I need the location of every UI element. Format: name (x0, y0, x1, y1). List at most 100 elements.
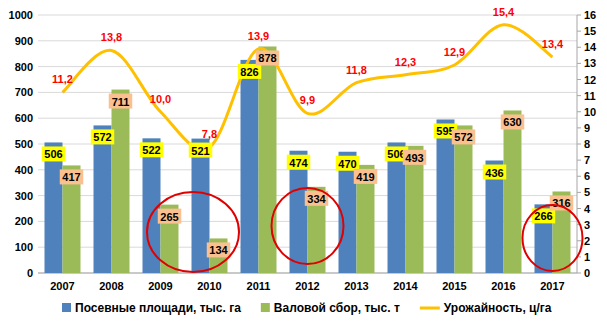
data-label-box (109, 94, 133, 109)
data-label-box (42, 146, 66, 161)
data-label: 13,8 (101, 31, 122, 43)
data-label: 12,3 (395, 56, 416, 68)
data-label: 436 (485, 167, 503, 179)
legend-label: Урожайность, ц/га (444, 301, 552, 315)
y-tick-label: 800 (15, 61, 33, 73)
data-label-box (336, 156, 360, 171)
y-tick-label: 900 (15, 35, 33, 47)
data-label: 12,9 (444, 46, 465, 58)
highlight-ellipse (523, 205, 583, 271)
data-label: 493 (405, 152, 423, 164)
data-label: 266 (534, 210, 552, 222)
data-label-box (550, 195, 574, 210)
y2-tick-label: 6 (584, 170, 590, 182)
data-label-box (189, 143, 213, 158)
y2-tick-label: 2 (584, 235, 590, 247)
highlight-ellipse (272, 188, 344, 264)
y2-tick-label: 4 (584, 203, 591, 215)
chart-svg: 0100200300400500600700800900100001234567… (0, 0, 607, 326)
bar (406, 146, 424, 273)
x-tick-label: 2011 (247, 280, 271, 292)
data-label-box (403, 150, 427, 165)
bar (553, 191, 571, 273)
y2-tick (577, 240, 581, 241)
data-label: 13,4 (542, 38, 564, 50)
bar (486, 161, 504, 273)
data-label: 9,9 (300, 94, 315, 106)
data-label: 878 (258, 52, 276, 64)
bar (63, 165, 81, 273)
data-label: 572 (93, 131, 111, 143)
chart-container: 0100200300400500600700800900100001234567… (0, 0, 607, 326)
data-label-box (483, 165, 507, 180)
y2-tick-label: 12 (584, 74, 596, 86)
y2-tick-label: 15 (584, 25, 596, 37)
y-tick-label: 300 (15, 190, 33, 202)
y-tick-label: 400 (15, 164, 33, 176)
data-label-box (354, 169, 378, 184)
bar (94, 125, 112, 273)
x-tick-label: 2007 (50, 280, 74, 292)
data-label: 265 (160, 211, 178, 223)
line (63, 25, 553, 150)
data-label: 711 (112, 96, 130, 108)
bar (455, 125, 473, 273)
y2-tick (577, 273, 581, 274)
y2-tick-label: 8 (584, 138, 590, 150)
x-tick-label: 2008 (99, 280, 123, 292)
y2-tick-label: 13 (584, 57, 596, 69)
y-tick-label: 0 (27, 267, 33, 279)
data-label: 506 (44, 148, 62, 160)
data-label-box (158, 209, 182, 224)
y2-tick (577, 63, 581, 64)
data-label-box (452, 129, 476, 144)
y2-tick-label: 5 (584, 186, 590, 198)
y-tick-label: 1000 (9, 9, 33, 21)
data-label-box (287, 155, 311, 170)
bar (357, 165, 375, 273)
y-tick-label: 700 (15, 86, 33, 98)
x-tick-label: 2010 (197, 280, 221, 292)
y2-tick (577, 31, 581, 32)
y2-tick-label: 9 (584, 122, 590, 134)
legend-label: Валовой сбор, тыс. т (274, 301, 400, 315)
x-tick-label: 2014 (393, 280, 418, 292)
y2-tick-label: 14 (584, 41, 597, 53)
data-label: 522 (142, 144, 160, 156)
y-tick-label: 500 (15, 138, 33, 150)
grid-line (38, 66, 577, 67)
y2-tick (577, 127, 581, 128)
y2-tick-label: 10 (584, 106, 596, 118)
y2-tick-label: 3 (584, 219, 590, 231)
data-label-box (501, 114, 525, 129)
legend-swatch (62, 303, 71, 312)
bar (45, 142, 63, 273)
y2-tick (577, 95, 581, 96)
data-label: 10,0 (150, 93, 171, 105)
data-label: 316 (552, 197, 570, 209)
y2-axis-line (577, 15, 578, 273)
x-tick-label: 2009 (148, 280, 172, 292)
y2-tick (577, 15, 581, 16)
data-label: 470 (338, 158, 356, 170)
y-tick-label: 200 (15, 215, 33, 227)
data-label-box (256, 50, 280, 65)
background (0, 0, 607, 326)
data-label-box (238, 64, 262, 79)
bar (112, 90, 130, 273)
data-label: 13,9 (248, 30, 269, 42)
y2-tick (577, 111, 581, 112)
data-label: 417 (62, 171, 80, 183)
y2-tick (577, 192, 581, 193)
y2-tick (577, 144, 581, 145)
data-label: 11,2 (52, 73, 73, 85)
data-label: 334 (307, 193, 326, 205)
y2-tick-label: 11 (584, 90, 596, 102)
x-tick-label: 2015 (442, 280, 466, 292)
data-label: 474 (289, 157, 308, 169)
legend: Посевные площади, тыс. гаВаловой сбор, т… (62, 301, 552, 315)
data-label: 826 (240, 66, 258, 78)
y2-tick-label: 7 (584, 154, 590, 166)
data-label: 572 (454, 131, 472, 143)
data-label: 15,4 (493, 6, 515, 18)
